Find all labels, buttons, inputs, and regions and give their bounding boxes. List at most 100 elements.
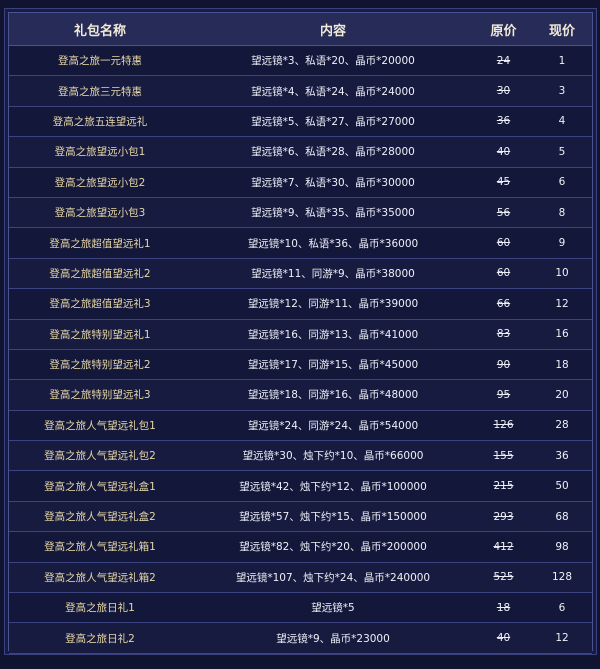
table-row: 登高之旅人气望远礼盒2 望远镜*57、烛下约*15、晶币*150000 293 68 (9, 501, 592, 533)
cell-original-price: 95 (475, 379, 532, 411)
cell-content: 望远镜*3、私语*20、晶币*20000 (191, 45, 475, 77)
table-row: 登高之旅三元特惠 望远镜*4、私语*24、晶币*24000 30 3 (9, 75, 592, 107)
header-content: 内容 (191, 13, 475, 46)
cell-original-price: 40 (475, 136, 532, 168)
cell-name: 登高之旅超值望远礼3 (9, 288, 191, 320)
cell-current-price: 50 (532, 470, 592, 502)
table-row: 登高之旅超值望远礼3 望远镜*12、同游*11、晶币*39000 66 12 (9, 288, 592, 320)
cell-current-price: 1 (532, 45, 592, 77)
cell-name: 登高之旅人气望远礼盒1 (9, 470, 191, 502)
cell-current-price: 98 (532, 531, 592, 563)
cell-content: 望远镜*9、私语*35、晶币*35000 (191, 197, 475, 229)
cell-content: 望远镜*107、烛下约*24、晶币*240000 (191, 562, 475, 594)
cell-name: 登高之旅望远小包2 (9, 167, 191, 198)
cell-content: 望远镜*82、烛下约*20、晶币*200000 (191, 531, 475, 563)
table-row: 登高之旅超值望远礼1 望远镜*10、私语*36、晶币*36000 60 9 (9, 227, 592, 259)
cell-current-price: 5 (532, 136, 592, 168)
table-row: 登高之旅日礼1 望远镜*5 18 6 (9, 592, 592, 624)
table-row: 登高之旅望远小包2 望远镜*7、私语*30、晶币*30000 45 6 (9, 167, 592, 198)
gift-pack-table: 礼包名称 内容 原价 现价 登高之旅一元特惠 望远镜*3、私语*20、晶币*200… (9, 13, 592, 654)
cell-name: 登高之旅特别望远礼3 (9, 379, 191, 411)
cell-original-price: 155 (475, 440, 532, 472)
cell-original-price: 56 (475, 197, 532, 229)
cell-content: 望远镜*5、私语*27、晶币*27000 (191, 106, 475, 138)
cell-name: 登高之旅人气望远礼箱1 (9, 531, 191, 563)
table-row: 登高之旅五连望远礼 望远镜*5、私语*27、晶币*27000 36 4 (9, 106, 592, 138)
cell-current-price: 4 (532, 106, 592, 138)
cell-name: 登高之旅一元特惠 (9, 45, 191, 77)
cell-content: 望远镜*10、私语*36、晶币*36000 (191, 227, 475, 259)
table-body: 登高之旅一元特惠 望远镜*3、私语*20、晶币*20000 24 1 登高之旅三元特惠望… (9, 45, 592, 654)
table-row: 登高之旅特别望远礼1 望远镜*16、同游*13、晶币*41000 83 16 (9, 319, 592, 350)
cell-current-price: 12 (532, 288, 592, 320)
cell-current-price: 68 (532, 501, 592, 533)
cell-original-price: 60 (475, 258, 532, 290)
cell-name: 登高之旅超值望远礼2 (9, 258, 191, 290)
cell-content: 望远镜*4、私语*24、晶币*24000 (191, 75, 475, 107)
table-header-row: 礼包名称 内容 原价 现价 (9, 13, 592, 46)
cell-original-price: 66 (475, 288, 532, 320)
cell-current-price: 18 (532, 349, 592, 381)
cell-current-price: 36 (532, 440, 592, 472)
table-row: 登高之旅人气望远礼包2 望远镜*30、烛下约*10、晶币*66000 155 36 (9, 440, 592, 472)
cell-content: 望远镜*7、私语*30、晶币*30000 (191, 167, 475, 198)
cell-content: 望远镜*17、同游*15、晶币*45000 (191, 349, 475, 381)
cell-original-price: 83 (475, 319, 532, 350)
cell-original-price: 40 (475, 622, 532, 654)
table-row: 登高之旅日礼2 望远镜*9、晶币*23000 40 12 (9, 622, 592, 654)
cell-original-price: 60 (475, 227, 532, 259)
cell-name: 登高之旅望远小包1 (9, 136, 191, 168)
table-row: 登高之旅人气望远礼箱2 望远镜*107、烛下约*24、晶币*240000 525 12… (9, 562, 592, 594)
cell-name: 登高之旅特别望远礼2 (9, 349, 191, 381)
cell-content: 望远镜*18、同游*16、晶币*48000 (191, 379, 475, 411)
cell-name: 登高之旅三元特惠 (9, 75, 191, 107)
cell-current-price: 12 (532, 622, 592, 654)
cell-current-price: 9 (532, 227, 592, 259)
cell-name: 登高之旅日礼2 (9, 622, 191, 654)
cell-original-price: 293 (475, 501, 532, 533)
cell-content: 望远镜*9、晶币*23000 (191, 622, 475, 654)
cell-name: 登高之旅超值望远礼1 (9, 227, 191, 259)
cell-name: 登高之旅人气望远礼箱2 (9, 562, 191, 594)
cell-original-price: 30 (475, 75, 532, 107)
cell-current-price: 10 (532, 258, 592, 290)
table-row: 登高之旅特别望远礼3 望远镜*18、同游*16、晶币*48000 95 20 (9, 379, 592, 411)
cell-original-price: 126 (475, 410, 532, 442)
table-row: 登高之旅特别望远礼2 望远镜*17、同游*15、晶币*45000 90 18 (9, 349, 592, 381)
cell-current-price: 8 (532, 197, 592, 229)
cell-content: 望远镜*16、同游*13、晶币*41000 (191, 319, 475, 350)
cell-original-price: 45 (475, 167, 532, 198)
cell-content: 望远镜*30、烛下约*10、晶币*66000 (191, 440, 475, 472)
cell-original-price: 90 (475, 349, 532, 381)
cell-content: 望远镜*57、烛下约*15、晶币*150000 (191, 501, 475, 533)
cell-name: 登高之旅人气望远礼包1 (9, 410, 191, 442)
cell-current-price: 3 (532, 75, 592, 107)
cell-content: 望远镜*24、同游*24、晶币*54000 (191, 410, 475, 442)
table-row: 登高之旅人气望远礼盒1 望远镜*42、烛下约*12、晶币*100000 215 50 (9, 470, 592, 502)
cell-original-price: 412 (475, 531, 532, 563)
cell-name: 登高之旅人气望远礼盒2 (9, 501, 191, 533)
cell-content: 望远镜*42、烛下约*12、晶币*100000 (191, 470, 475, 502)
cell-content: 望远镜*11、同游*9、晶币*38000 (191, 258, 475, 290)
cell-name: 登高之旅人气望远礼包2 (9, 440, 191, 472)
cell-name: 登高之旅五连望远礼 (9, 106, 191, 138)
table-row: 登高之旅一元特惠 望远镜*3、私语*20、晶币*20000 24 1 (9, 45, 592, 77)
cell-content: 望远镜*12、同游*11、晶币*39000 (191, 288, 475, 320)
table-row: 登高之旅超值望远礼2 望远镜*11、同游*9、晶币*38000 60 10 (9, 258, 592, 290)
cell-current-price: 20 (532, 379, 592, 411)
cell-name: 登高之旅日礼1 (9, 592, 191, 624)
cell-current-price: 16 (532, 319, 592, 350)
header-current-price: 现价 (532, 13, 592, 46)
table-row: 登高之旅望远小包1 望远镜*6、私语*28、晶币*28000 40 5 (9, 136, 592, 168)
gift-pack-table-frame: 礼包名称 内容 原价 现价 登高之旅一元特惠 望远镜*3、私语*20、晶币*200… (8, 12, 593, 654)
table-row: 登高之旅望远小包3 望远镜*9、私语*35、晶币*35000 56 8 (9, 197, 592, 229)
cell-current-price: 6 (532, 592, 592, 624)
cell-original-price: 36 (475, 106, 532, 138)
cell-current-price: 128 (532, 562, 592, 594)
table-row: 登高之旅人气望远礼箱1 望远镜*82、烛下约*20、晶币*200000 412 98 (9, 531, 592, 563)
header-original-price: 原价 (475, 13, 532, 46)
cell-original-price: 525 (475, 562, 532, 594)
cell-name: 登高之旅望远小包3 (9, 197, 191, 229)
cell-current-price: 28 (532, 410, 592, 442)
cell-original-price: 18 (475, 592, 532, 624)
